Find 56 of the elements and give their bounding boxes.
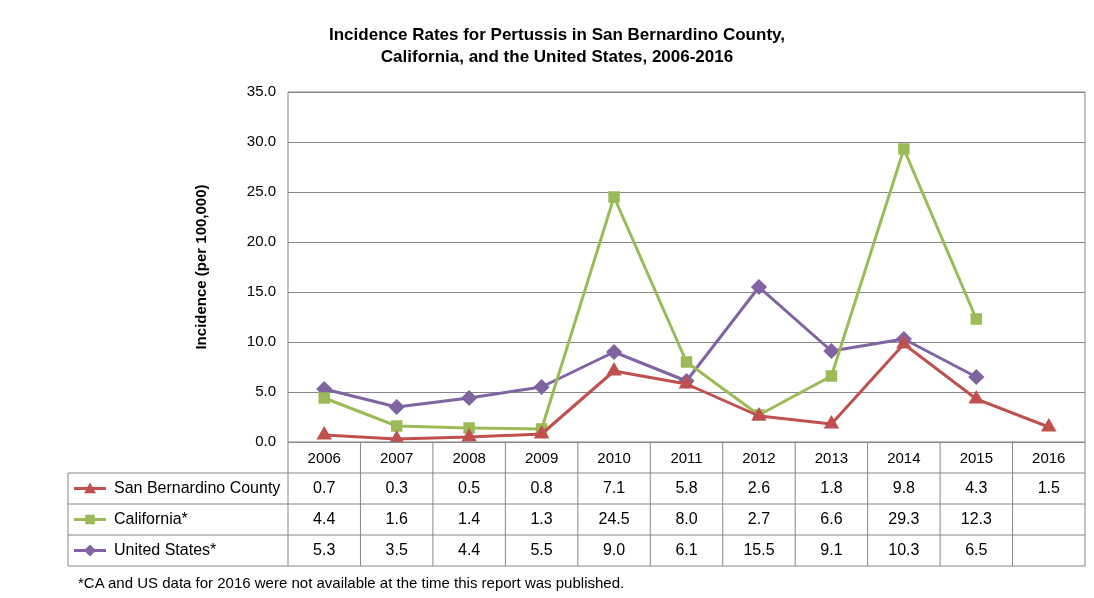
legend-label: San Bernardino County bbox=[114, 478, 281, 496]
legend-label: California* bbox=[114, 509, 188, 527]
data-label: 0.5 bbox=[458, 478, 481, 496]
x-tick-label: 2009 bbox=[524, 449, 559, 467]
data-label: 1.4 bbox=[458, 509, 481, 527]
x-tick-label: 2013 bbox=[814, 449, 849, 467]
data-label: 0.8 bbox=[530, 478, 553, 496]
data-label: 5.5 bbox=[530, 540, 553, 558]
data-label: 1.5 bbox=[1037, 478, 1060, 496]
data-label: 2.6 bbox=[747, 478, 771, 496]
data-label: 4.4 bbox=[458, 540, 481, 558]
data-label: 12.3 bbox=[960, 509, 992, 527]
data-label: 1.8 bbox=[820, 478, 843, 496]
x-tick-label: 2006 bbox=[307, 449, 341, 467]
legend-label: United States* bbox=[114, 540, 217, 558]
data-label: 8.0 bbox=[675, 509, 698, 527]
data-label: 7.1 bbox=[602, 478, 626, 496]
data-label: 24.5 bbox=[598, 509, 630, 527]
data-label: 9.8 bbox=[892, 478, 916, 496]
text: *CA and US data for 2016 were not available at the time this report was published. bbox=[78, 574, 625, 591]
y-tick-label: 35.0 bbox=[246, 82, 276, 100]
data-label: 6.1 bbox=[675, 540, 698, 558]
x-tick-label: 2011 bbox=[670, 449, 703, 467]
x-tick-label: 2015 bbox=[959, 449, 994, 467]
y-tick-label: 0.0 bbox=[255, 432, 276, 450]
chart-title: Incidence Rates for Pertussis in San Bernardino County, California, and the United States, 2006-2016 bbox=[328, 24, 786, 68]
y-tick-label: 5.0 bbox=[255, 382, 276, 400]
data-label: 6.6 bbox=[820, 509, 843, 527]
data-label: 4.4 bbox=[313, 509, 336, 527]
y-axis-title: Incidence (per 100,000) bbox=[191, 184, 209, 350]
x-tick-label: 2007 bbox=[379, 449, 414, 467]
data-label: 0.3 bbox=[385, 478, 408, 496]
data-label: 1.3 bbox=[530, 509, 553, 527]
y-tick-label: 15.0 bbox=[246, 282, 276, 300]
x-tick-label: 2012 bbox=[742, 449, 776, 467]
y-tick-label: 10.0 bbox=[246, 332, 276, 350]
y-tick-label: 30.0 bbox=[246, 132, 276, 150]
data-label: 0.7 bbox=[313, 478, 336, 496]
y-tick-label: 20.0 bbox=[246, 232, 276, 250]
data-label: 1.6 bbox=[385, 509, 408, 527]
x-tick-label: 2008 bbox=[452, 449, 486, 467]
data-label: 5.8 bbox=[675, 478, 698, 496]
data-label: 4.3 bbox=[965, 478, 988, 496]
data-label: 10.3 bbox=[888, 540, 920, 558]
data-label: 15.5 bbox=[743, 540, 775, 558]
data-label: 9.0 bbox=[602, 540, 626, 558]
data-label: 9.1 bbox=[820, 540, 843, 558]
y-tick-label: 25.0 bbox=[246, 182, 276, 200]
data-label: 3.5 bbox=[385, 540, 408, 558]
x-tick-label: 2010 bbox=[597, 449, 631, 467]
data-label: 29.3 bbox=[888, 509, 920, 527]
data-label: 2.7 bbox=[747, 509, 771, 527]
x-tick-label: 2014 bbox=[887, 449, 921, 467]
data-label: 6.5 bbox=[965, 540, 988, 558]
x-tick-label: 2016 bbox=[1032, 449, 1066, 467]
data-label: 5.3 bbox=[313, 540, 336, 558]
